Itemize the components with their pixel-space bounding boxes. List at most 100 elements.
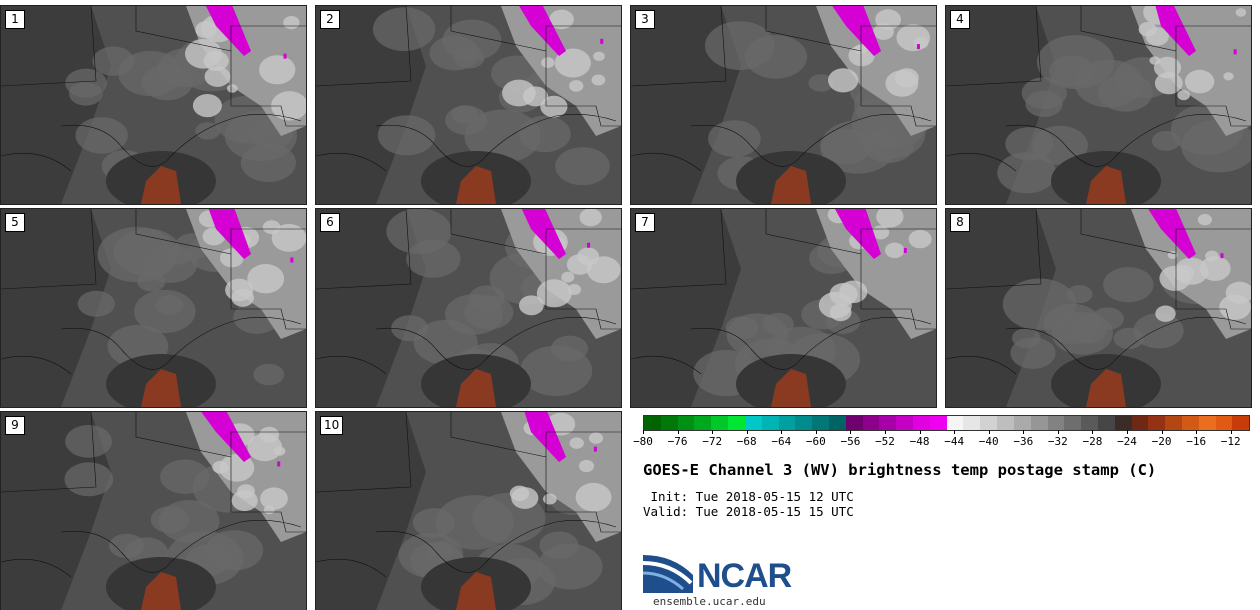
colorbar-cell — [1013, 416, 1031, 430]
map-panel-5: 5 — [0, 208, 307, 408]
panel-label: 7 — [635, 213, 655, 232]
tick-label: −68 — [736, 435, 757, 448]
tick-label: −80 — [633, 435, 653, 448]
colorbar-cell — [828, 416, 846, 430]
colorbar-cell — [778, 416, 796, 430]
colorbar-cell — [862, 416, 880, 430]
map-panel-8: 8 — [945, 208, 1252, 408]
ncar-swoosh-icon — [642, 555, 693, 593]
colorbar-cell — [660, 416, 678, 430]
map-image — [946, 209, 1251, 407]
map-image — [1, 6, 306, 204]
tick-label: −16 — [1186, 435, 1207, 448]
colorbar-cell — [929, 416, 947, 430]
tick-label: −12 — [1220, 435, 1241, 448]
colorbar-cell — [896, 416, 913, 430]
colorbar-cell — [812, 416, 829, 430]
colorbar-cell — [644, 416, 661, 430]
tick-mark — [815, 430, 817, 434]
colorbar-cell — [845, 416, 863, 430]
tick-label: −48 — [909, 435, 930, 448]
map-panel-3: 3 — [630, 5, 937, 205]
colorbar-cell — [1232, 416, 1250, 430]
colorbar-cell — [795, 416, 813, 430]
colorbar-cell — [1148, 416, 1166, 430]
map-image — [946, 6, 1251, 204]
map-panel-7: 7 — [630, 208, 937, 408]
map-image — [631, 6, 936, 204]
colorbar-cell — [677, 416, 695, 430]
panel-label: 8 — [950, 213, 970, 232]
panel-label: 10 — [320, 416, 344, 435]
tick-mark — [1230, 430, 1232, 434]
colorbar-cell — [1064, 416, 1082, 430]
colorbar-cell — [980, 416, 998, 430]
colorbar-cell — [1131, 416, 1149, 430]
tick-mark — [1057, 430, 1059, 434]
panel-label: 1 — [5, 10, 25, 29]
tick-mark — [781, 430, 783, 434]
tick-mark — [919, 430, 921, 434]
map-image — [631, 209, 936, 407]
ncar-logo-text: NCAR — [697, 557, 792, 595]
map-image — [316, 412, 621, 610]
tick-mark — [1161, 430, 1163, 434]
tick-mark — [1092, 430, 1094, 434]
map-panel-1: 1 — [0, 5, 307, 205]
panel-label: 4 — [950, 10, 970, 29]
map-panel-9: 9 — [0, 411, 307, 610]
colorbar-cell — [879, 416, 897, 430]
colorbar-cell — [963, 416, 981, 430]
tick-mark — [712, 430, 714, 434]
panel-label: 2 — [320, 10, 340, 29]
tick-mark — [1023, 430, 1025, 434]
tick-label: −24 — [1117, 435, 1137, 448]
tick-mark — [1196, 430, 1198, 434]
tick-label: −52 — [875, 435, 895, 448]
tick-label: −56 — [840, 435, 861, 448]
map-panel-2: 2 — [315, 5, 622, 205]
tick-mark — [885, 430, 886, 434]
colorbar-ticks: −80 −76 −72 −68 −64 −60 −56 −52 −48 −44 −40 −36 −32 −… — [633, 430, 1248, 454]
colorbar-cell — [761, 416, 779, 430]
tick-mark — [1127, 430, 1128, 434]
panel-label: 6 — [320, 213, 340, 232]
tick-label: −44 — [944, 435, 965, 448]
site-url: ensemble.ucar.edu — [653, 595, 766, 608]
tick-label: −60 — [805, 435, 826, 448]
valid-time: Valid: Tue 2018-05-15 15 UTC — [643, 504, 854, 519]
tick-mark — [850, 430, 852, 434]
panel-label: 5 — [5, 213, 25, 232]
colorbar-cell — [744, 416, 762, 430]
colorbar-cell — [1182, 416, 1199, 430]
colorbar — [643, 415, 1250, 431]
colorbar-cell — [946, 416, 964, 430]
colorbar-cell — [1198, 416, 1216, 430]
init-time: Init: Tue 2018-05-15 12 UTC — [643, 489, 854, 504]
tick-mark — [643, 430, 644, 434]
colorbar-cell — [1114, 416, 1132, 430]
colorbar-cell — [1097, 416, 1115, 430]
colorbar-cell — [1215, 416, 1233, 430]
colorbar-cell — [913, 416, 930, 430]
map-image — [316, 209, 621, 407]
plot-title: GOES-E Channel 3 (WV) brightness temp po… — [643, 461, 1157, 479]
tick-label: −76 — [667, 435, 688, 448]
tick-mark — [677, 430, 679, 434]
colorbar-cell — [1081, 416, 1098, 430]
colorbar-cell — [1047, 416, 1065, 430]
colorbar-cell — [694, 416, 712, 430]
tick-label: −32 — [1047, 435, 1068, 448]
colorbar-cell — [1030, 416, 1048, 430]
map-image — [316, 6, 621, 204]
panel-label: 9 — [5, 416, 25, 435]
tick-label: −20 — [1151, 435, 1172, 448]
tick-mark — [988, 430, 990, 434]
map-image — [1, 209, 306, 407]
tick-mark — [746, 430, 748, 434]
tick-label: −28 — [1082, 435, 1103, 448]
ncar-logo: NCAR — [642, 553, 793, 598]
tick-label: −72 — [702, 435, 723, 448]
colorbar-cell — [728, 416, 745, 430]
